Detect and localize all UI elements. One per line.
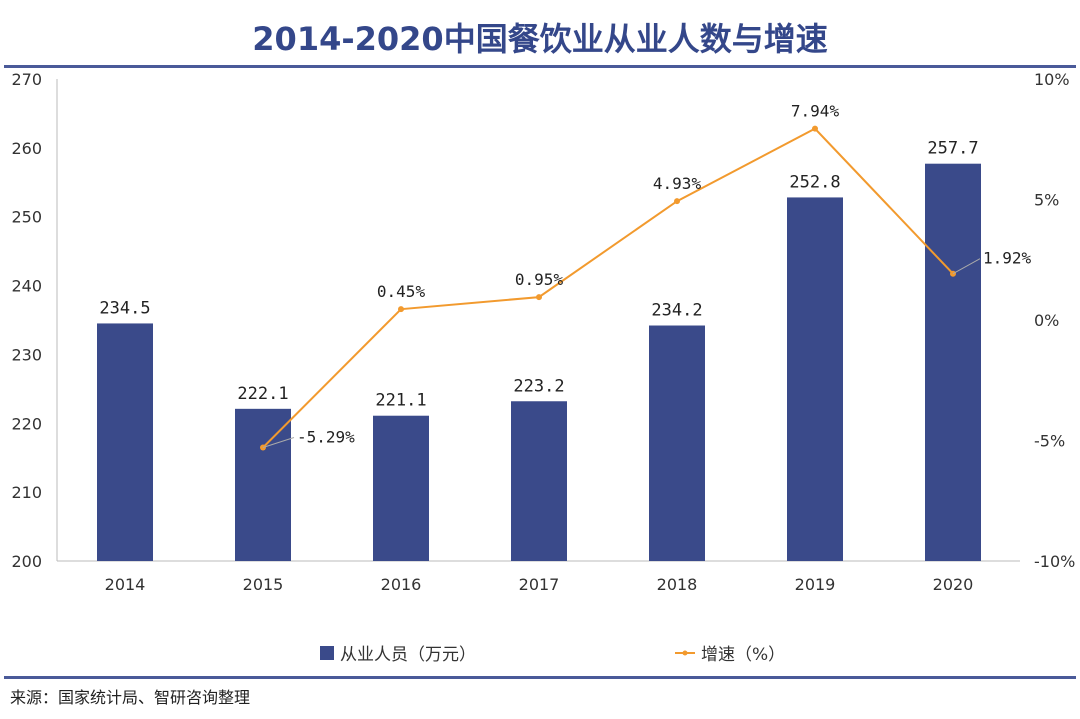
bar-data-label: 252.8	[789, 172, 840, 192]
x-tick-label: 2017	[519, 575, 560, 594]
left-tick-label: 270	[11, 70, 42, 89]
left-tick-label: 250	[11, 208, 42, 227]
label-leader-line	[262, 437, 295, 448]
bar-data-label: 223.2	[513, 376, 564, 396]
bar-data-label: 257.7	[927, 139, 978, 159]
growth-point	[812, 125, 818, 132]
x-tick-label: 2016	[381, 575, 422, 594]
legend-label-bar: 从业人员（万元）	[340, 645, 476, 665]
x-tick-label: 2019	[795, 575, 836, 594]
chart-title: 2014-2020中国餐饮业从业人数与增速	[252, 20, 828, 58]
growth-line	[262, 127, 954, 449]
left-tick-label: 240	[11, 277, 42, 296]
label-leader-line	[952, 258, 981, 275]
right-tick-label: 0%	[1034, 311, 1059, 330]
left-tick-label: 200	[11, 552, 42, 571]
x-tick-label: 2014	[105, 575, 146, 594]
left-tick-label: 220	[11, 414, 42, 433]
chart: 200 210 220 230 240 250 260 270 -10% -5% 0% 5% 10% 20…	[11, 70, 1075, 594]
footer-divider	[4, 676, 1076, 679]
line-data-label: 7.94%	[791, 102, 840, 121]
legend-label-line: 增速（%）	[701, 645, 786, 665]
growth-point	[398, 306, 404, 313]
bar-data-label: 234.5	[99, 298, 150, 318]
left-tick-label: 230	[11, 345, 42, 364]
bar-data-label: 222.1	[237, 384, 288, 404]
right-tick-label: -5%	[1034, 432, 1065, 451]
left-tick-label: 210	[11, 483, 42, 502]
growth-point	[536, 294, 542, 301]
bar	[925, 163, 981, 562]
line-data-label: 4.93%	[653, 174, 702, 193]
legend-item-line: 增速（%）	[675, 640, 785, 665]
bar-data-label: 221.1	[375, 391, 426, 411]
bar	[235, 408, 291, 561]
legend-swatch-line	[675, 650, 695, 655]
bar	[787, 197, 843, 562]
line-data-label: 0.45%	[377, 282, 426, 301]
left-tick-label: 260	[11, 139, 42, 158]
line-data-label: 1.92%	[983, 249, 1032, 268]
x-tick-label: 2015	[243, 575, 284, 594]
bar	[373, 415, 429, 561]
bar	[649, 325, 705, 561]
title-divider	[4, 65, 1076, 68]
legend-swatch-bar	[320, 645, 334, 660]
bar-data-label: 234.2	[651, 301, 702, 321]
line-data-label: -5.29%	[297, 427, 355, 446]
right-tick-label: -10%	[1034, 552, 1075, 571]
bar	[97, 323, 153, 561]
right-tick-label: 10%	[1034, 70, 1070, 89]
legend-item-bar: 从业人员（万元）	[320, 640, 476, 665]
bar	[511, 401, 567, 561]
right-tick-label: 5%	[1034, 191, 1059, 210]
x-tick-label: 2018	[657, 575, 698, 594]
growth-point	[674, 198, 680, 205]
line-data-label: 0.95%	[515, 270, 564, 289]
source-note: 来源：国家统计局、智研咨询整理	[10, 688, 251, 707]
x-tick-label: 2020	[933, 575, 974, 594]
